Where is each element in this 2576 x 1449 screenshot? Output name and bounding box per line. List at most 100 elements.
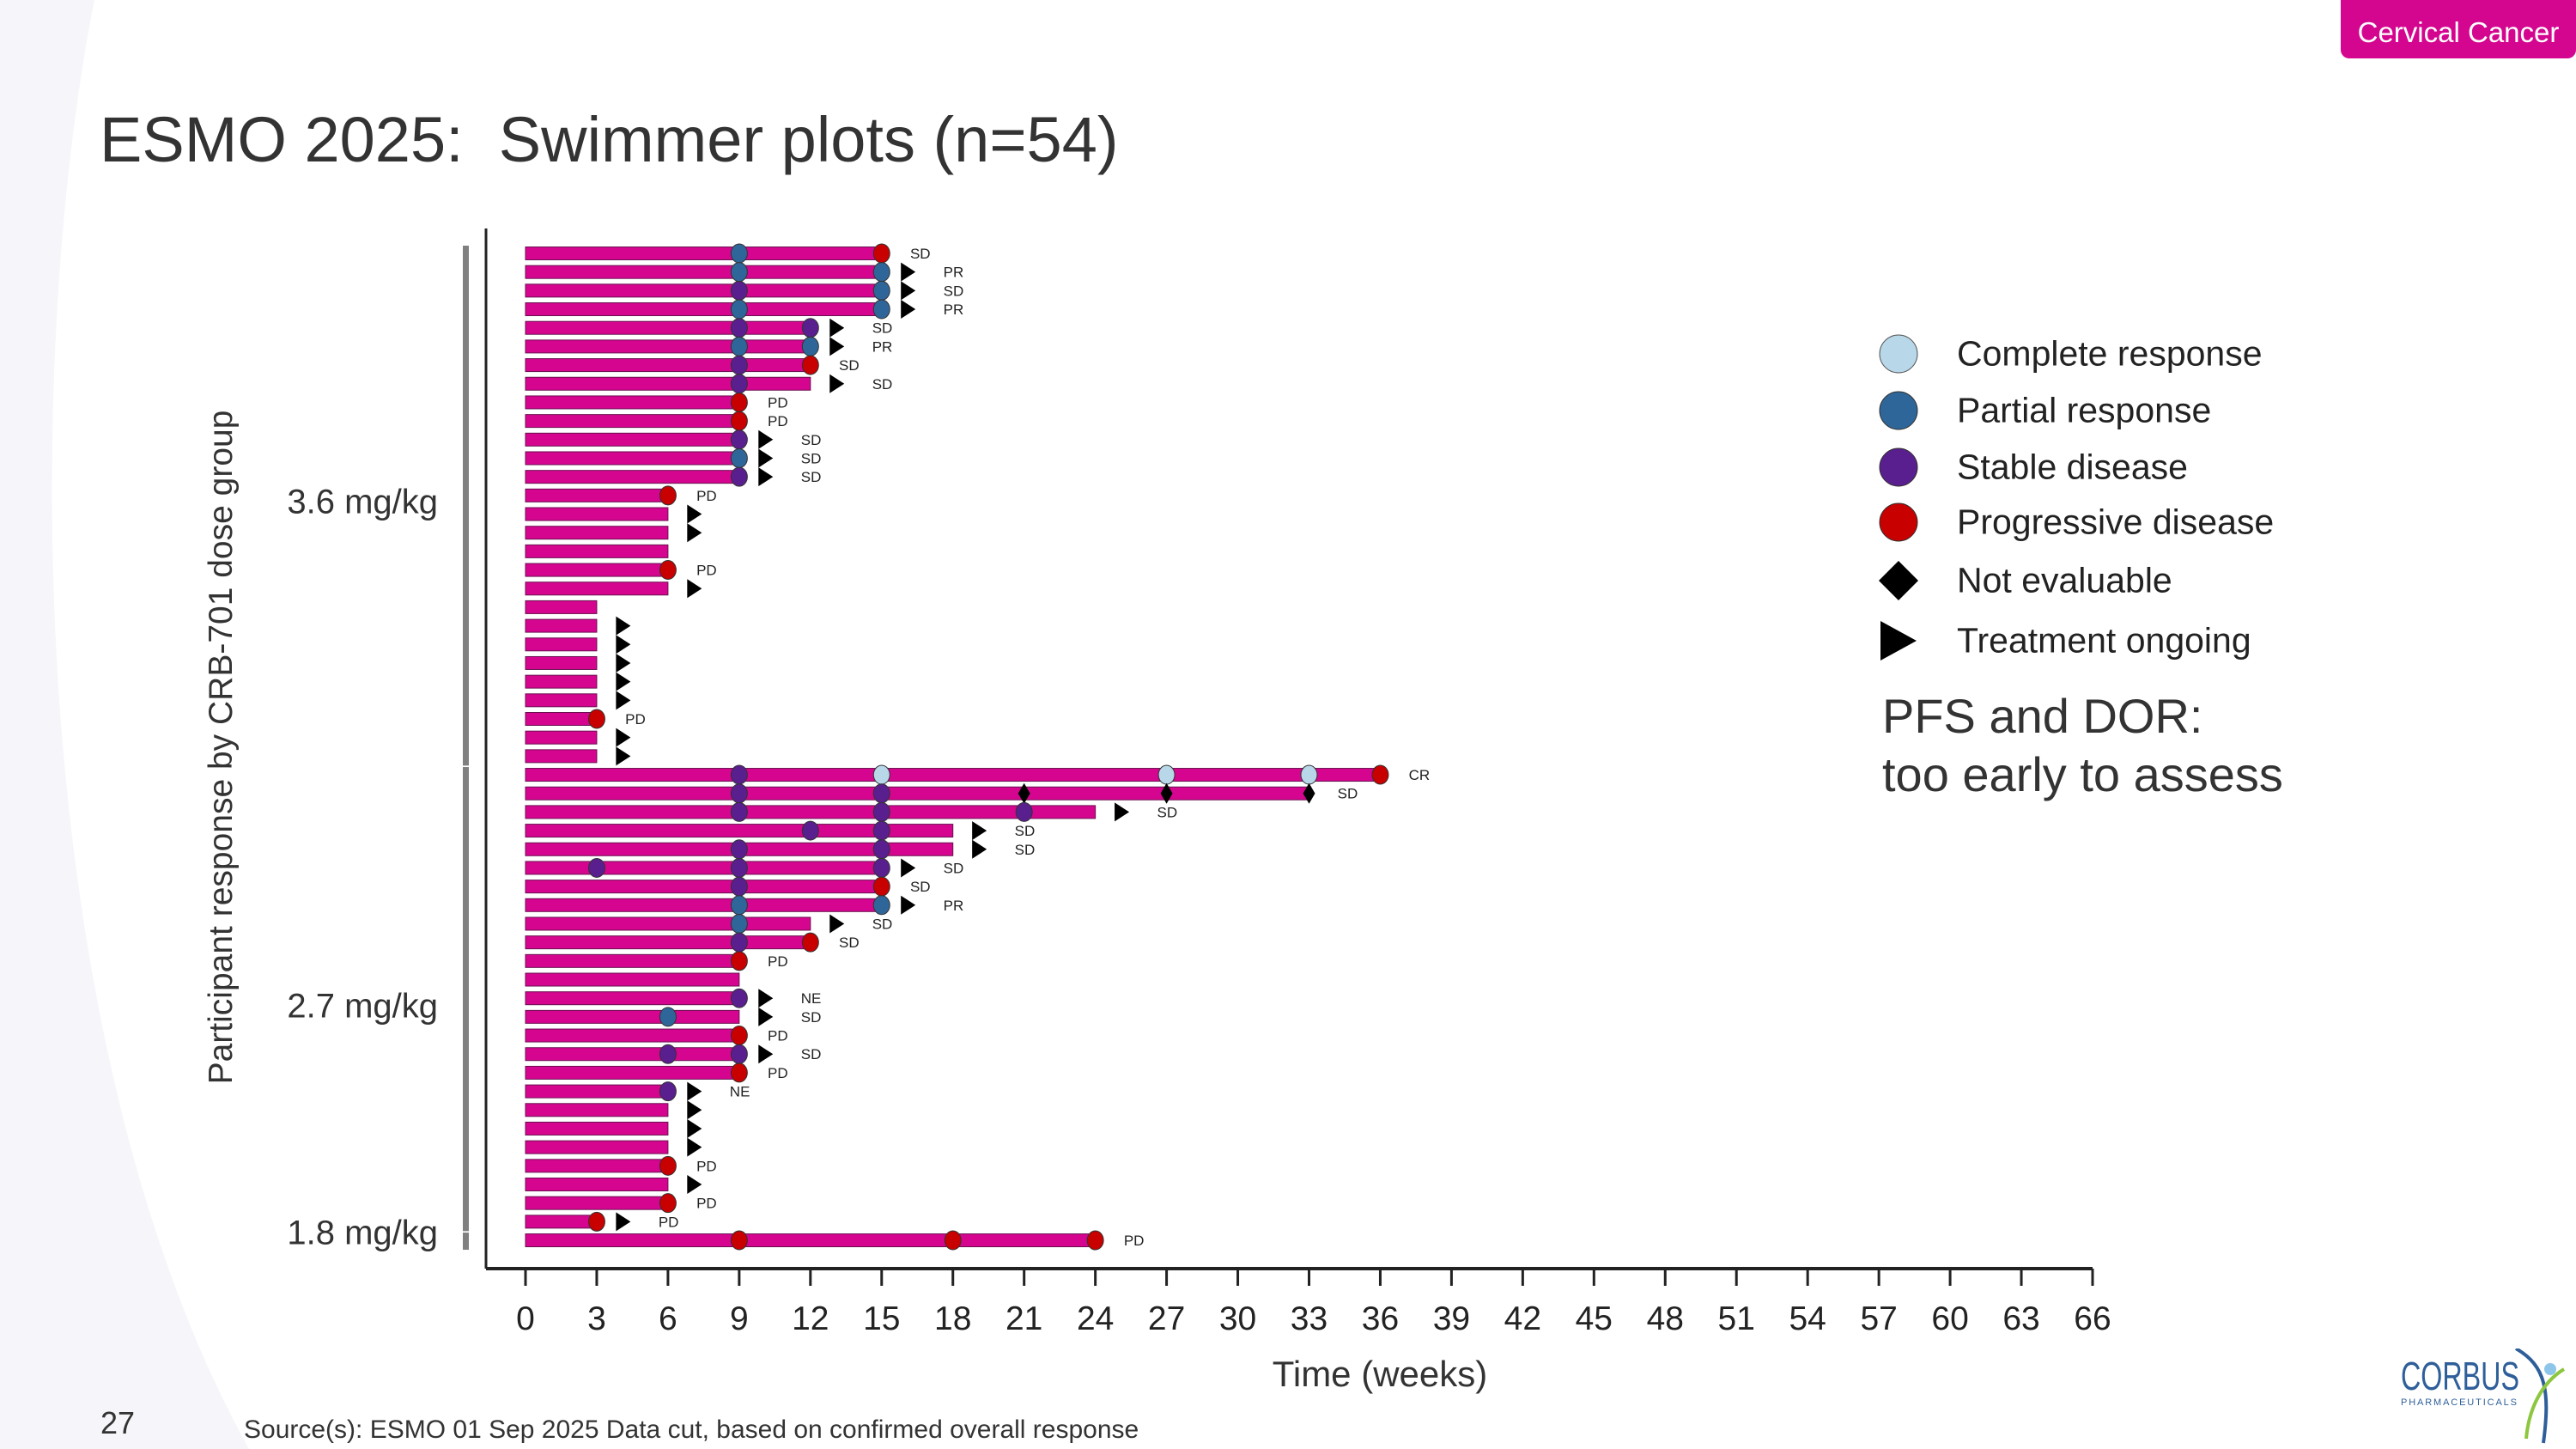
x-tick-label: 36 [1362,1300,1399,1337]
legend-item-progressive-disease: Progressive disease [1872,496,2387,548]
treatment-ongoing-arrow [972,821,987,841]
x-tick-label: 24 [1077,1300,1114,1337]
x-tick-label: 3 [587,1300,606,1337]
pr-response-marker [659,1007,677,1027]
best-response-label: PD [696,1196,717,1212]
swimmer-bar [525,1121,669,1135]
treatment-ongoing-arrow [901,281,916,301]
swimmer-bar [525,470,740,484]
x-tick-label: 54 [1789,1300,1826,1337]
cr-response-marker [1300,764,1318,785]
best-response-label: PD [625,711,646,728]
pd-response-marker [730,392,748,412]
corbus-logo: CORBUS PHARMACEUTICALS [2401,1349,2566,1444]
swimmer-bar [525,1009,740,1024]
swimmer-bar [525,991,740,1006]
best-response-label: SD [1157,804,1178,820]
best-response-label: PD [696,563,717,579]
swimmer-bar [525,916,811,931]
treatment-ongoing-arrow [829,318,845,338]
pr-response-marker [872,895,890,916]
swimmer-bar [525,972,740,987]
swimmer-bar [525,1233,1097,1248]
treatment-ongoing-arrow [616,691,631,710]
best-response-label: PD [768,1065,788,1081]
treatment-ongoing-arrow [687,504,702,524]
x-tick-label: 57 [1860,1300,1897,1337]
sd-response-marker [730,429,748,450]
swimmer-bar [525,339,811,354]
best-response-label: CR [1409,767,1431,783]
sd-response-marker [730,374,748,394]
pd-response-marker [730,411,748,431]
x-tick-label: 48 [1647,1300,1684,1337]
swimmer-bar [525,507,669,521]
best-response-label: PR [872,338,893,355]
sd-response-marker [730,876,748,897]
swimmer-bar [525,581,669,596]
best-response-label: PD [1124,1233,1145,1249]
treatment-ongoing-arrow [758,448,774,468]
source-note: Source(s): ESMO 01 Sep 2025 Data cut, ba… [244,1416,1139,1444]
best-response-label: SD [872,320,893,337]
sd-response-marker [872,857,890,878]
swimmer-bar [525,600,598,614]
swimmer-bar [525,265,883,279]
pd-response-marker [872,876,890,897]
treatment-ongoing-arrow [829,337,845,356]
swimmer-bar [525,544,669,558]
x-tick-label: 51 [1718,1300,1755,1337]
pr-response-marker [730,336,748,356]
legend-label: Not evaluable [1957,560,2172,600]
best-response-label: SD [801,432,822,448]
treatment-ongoing-arrow [758,429,774,449]
triangle-right-icon [1880,621,1917,661]
pd-response-marker [944,1230,962,1251]
swimmer-bar [525,1215,598,1229]
not-evaluable-marker [1160,782,1173,804]
legend-label: Progressive disease [1957,502,2275,542]
pd-response-marker [587,709,605,729]
swimmer-bar [525,730,598,745]
swimmer-bar [525,1065,740,1080]
pd-response-marker [730,951,748,971]
swimmer-bar [525,414,740,429]
treatment-ongoing-arrow [616,1212,631,1232]
treatment-ongoing-arrow [687,1137,702,1157]
sd-response-marker [1015,801,1033,822]
best-response-label: SD [801,469,822,485]
best-response-label: SD [910,879,931,895]
treatment-ongoing-arrow [616,672,631,691]
swimmer-bar [525,618,598,633]
treatment-ongoing-arrow [901,858,916,878]
best-response-label: PD [768,1028,788,1044]
sd-response-marker [730,801,748,822]
best-response-label: SD [872,916,893,932]
swimmer-bar [525,637,598,652]
swimmer-bar [525,749,598,764]
swimmer-bar [525,768,1381,782]
pd-response-marker [587,1211,605,1232]
sd-response-marker [801,820,819,841]
swimmer-bar [525,526,669,540]
swimmer-bar [525,432,740,447]
treatment-ongoing-arrow [1115,802,1130,822]
swimmer-bar [525,712,598,726]
x-tick-label: 30 [1219,1300,1256,1337]
sd-response-marker [730,280,748,301]
pd-response-marker [801,932,819,953]
stable-disease-circle-icon [1879,447,1918,487]
group-label-1-8: 1.8 mg/kg [287,1214,438,1252]
treatment-ongoing-arrow [758,467,774,487]
treatment-ongoing-arrow [687,1100,702,1120]
treatment-ongoing-arrow [972,839,987,859]
best-response-label: SD [1015,823,1036,839]
treatment-ongoing-arrow [687,1081,702,1101]
treatment-ongoing-arrow [616,635,631,654]
swimmer-bar [525,786,1309,801]
treatment-ongoing-arrow [687,1175,702,1194]
best-response-label: NE [801,990,822,1007]
treatment-ongoing-arrow [616,616,631,636]
treatment-ongoing-arrow [687,579,702,599]
x-tick-label: 21 [1005,1300,1042,1337]
